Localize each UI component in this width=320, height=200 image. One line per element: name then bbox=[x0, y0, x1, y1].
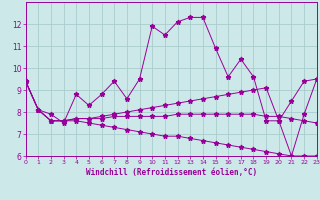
X-axis label: Windchill (Refroidissement éolien,°C): Windchill (Refroidissement éolien,°C) bbox=[86, 168, 257, 177]
